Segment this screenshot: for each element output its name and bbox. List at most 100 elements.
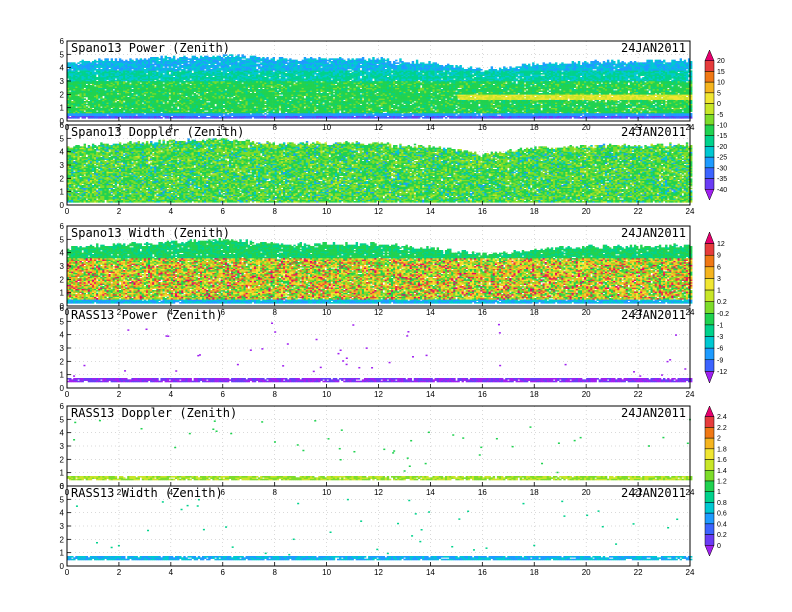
- data-cell: [217, 56, 219, 58]
- data-cell: [202, 57, 204, 59]
- data-cell: [206, 93, 208, 95]
- data-cell: [131, 60, 133, 62]
- data-cell: [190, 58, 192, 60]
- data-cell: [94, 86, 96, 88]
- data-cell: [250, 93, 252, 95]
- data-cell: [79, 64, 81, 66]
- data-cell: [109, 69, 111, 71]
- data-cell: [125, 60, 127, 62]
- data-cell: [181, 57, 183, 59]
- data-cell: [196, 57, 198, 59]
- data-cell: [92, 61, 94, 63]
- data-cell: [190, 80, 192, 82]
- data-cell: [181, 65, 183, 67]
- data-cell: [210, 57, 212, 59]
- data-cell: [77, 72, 79, 74]
- data-cell: [214, 65, 216, 67]
- data-cell: [131, 109, 133, 111]
- data-cell: [98, 58, 100, 60]
- data-cell: [94, 72, 96, 74]
- data-cell: [187, 61, 189, 63]
- data-cell: [129, 84, 131, 86]
- data-cell: [198, 117, 200, 119]
- data-cell: [214, 57, 216, 59]
- data-cell: [187, 112, 189, 114]
- data-cell: [104, 58, 106, 60]
- data-cell: [225, 57, 227, 59]
- data-cell: [146, 60, 148, 62]
- data-cell: [239, 101, 241, 103]
- data-cell: [237, 104, 239, 106]
- data-cell: [169, 57, 171, 59]
- data-cell: [163, 58, 165, 60]
- data-cell: [185, 84, 187, 86]
- data-cell: [237, 54, 239, 56]
- data-cell: [231, 98, 233, 100]
- data-cell: [225, 112, 227, 114]
- data-cell: [119, 109, 121, 111]
- data-cell: [136, 116, 138, 118]
- data-cell: [169, 74, 171, 76]
- data-cell: [86, 104, 88, 106]
- data-cell: [131, 93, 133, 95]
- data-cell: [200, 109, 202, 111]
- data-cell: [171, 68, 173, 70]
- data-cell: [106, 58, 108, 60]
- data-cell: [210, 69, 212, 71]
- data-cell: [233, 57, 235, 59]
- data-cell: [113, 90, 115, 92]
- data-cell: [102, 61, 104, 63]
- data-cell: [100, 69, 102, 71]
- data-cell: [185, 70, 187, 72]
- data-cell: [223, 105, 225, 107]
- data-cell: [194, 93, 196, 95]
- data-cell: [177, 58, 179, 60]
- data-cell: [239, 57, 241, 59]
- data-cell: [233, 97, 235, 99]
- data-cell: [121, 60, 123, 62]
- data-cell: [250, 114, 252, 116]
- data-cell: [227, 56, 229, 58]
- data-cell: [167, 57, 169, 59]
- data-cell: [102, 98, 104, 100]
- data-cell: [152, 57, 154, 59]
- data-cell: [231, 113, 233, 115]
- data-cell: [175, 69, 177, 71]
- data-cell: [160, 113, 162, 115]
- data-cell: [219, 68, 221, 70]
- data-cell: [136, 96, 138, 98]
- data-cell: [181, 69, 183, 71]
- data-cell: [144, 58, 146, 60]
- data-cell: [212, 77, 214, 79]
- data-cell: [142, 104, 144, 106]
- data-cell: [167, 60, 169, 62]
- data-cell: [113, 61, 115, 63]
- data-cell: [152, 112, 154, 114]
- data-cell: [104, 90, 106, 92]
- data-cell: [150, 57, 152, 59]
- data-cell: [167, 102, 169, 104]
- data-cell: [190, 85, 192, 87]
- data-cell: [136, 58, 138, 60]
- data-cell: [237, 62, 239, 64]
- data-cell: [221, 72, 223, 74]
- data-cell: [244, 60, 246, 62]
- data-cell: [127, 97, 129, 99]
- data-cell: [241, 84, 243, 86]
- data-cell: [96, 64, 98, 66]
- data-cell: [90, 62, 92, 64]
- data-cell: [163, 84, 165, 86]
- data-cell: [212, 56, 214, 58]
- data-cell: [223, 80, 225, 82]
- data-cell: [119, 58, 121, 60]
- data-cell: [144, 69, 146, 71]
- data-cell: [231, 54, 233, 56]
- data-cell: [173, 56, 175, 58]
- data-cell: [88, 61, 90, 63]
- data-cell: [90, 85, 92, 87]
- data-cell: [241, 54, 243, 56]
- data-cell: [165, 56, 167, 58]
- data-cell: [173, 104, 175, 106]
- data-cell: [86, 61, 88, 63]
